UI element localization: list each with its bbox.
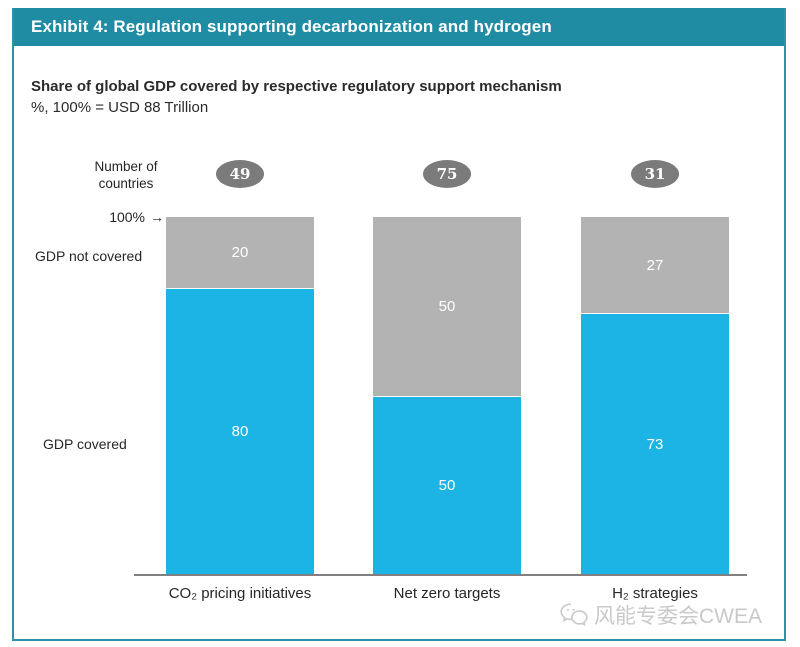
countries-header-line2: countries <box>98 176 154 191</box>
segment-value: 73 <box>646 435 664 453</box>
row-label-gdp-not-covered: GDP not covered <box>35 248 143 264</box>
segment-value: 27 <box>646 256 664 274</box>
exhibit-header-bar: Exhibit 4: Regulation supporting decarbo… <box>14 8 784 46</box>
x-axis-label: Net zero targets <box>393 585 501 602</box>
bar-segment-not-covered: 20 <box>166 217 314 289</box>
country-count-value: 49 <box>229 165 251 183</box>
chart-subtitle: %, 100% = USD 88 Trillion <box>31 99 209 116</box>
bar-column: 27 73 <box>581 217 729 574</box>
axis-100-label: 100% <box>109 209 145 225</box>
bar-segment-covered: 80 <box>166 288 314 574</box>
countries-header-label: Number of countries <box>70 158 182 192</box>
country-count-value: 31 <box>644 165 666 183</box>
exhibit-title: Exhibit 4: Regulation supporting decarbo… <box>31 17 552 36</box>
bar-segment-covered: 50 <box>373 395 521 574</box>
bar-segment-not-covered: 27 <box>581 217 729 314</box>
x-axis-baseline <box>134 574 747 576</box>
country-count-badge: 75 <box>423 160 471 188</box>
wechat-icon <box>559 602 589 628</box>
segment-value: 50 <box>438 476 456 494</box>
axis-100-marker: 100% → <box>44 209 164 225</box>
segment-value: 50 <box>438 297 456 315</box>
chart-title: Share of global GDP covered by respectiv… <box>31 78 562 95</box>
country-count-value: 75 <box>436 165 458 183</box>
bar-segment-not-covered: 50 <box>373 217 521 396</box>
bar-column: 50 50 <box>373 217 521 574</box>
exhibit-frame: Exhibit 4: Regulation supporting decarbo… <box>12 8 786 641</box>
country-count-badge: 31 <box>631 160 679 188</box>
watermark: 风能专委会CWEA <box>559 600 762 630</box>
country-count-badge: 49 <box>216 160 264 188</box>
bar-segment-covered: 73 <box>581 313 729 574</box>
segment-value: 80 <box>231 423 249 441</box>
x-axis-label: CO₂ pricing initiatives <box>168 585 312 602</box>
row-label-gdp-covered: GDP covered <box>43 436 127 452</box>
bar-column: 20 80 <box>166 217 314 574</box>
watermark-text: 风能专委会CWEA <box>594 605 762 628</box>
stacked-bar-chart: Number of countries 49 75 31 100% → GDP n… <box>14 8 784 639</box>
x-axis-label: H₂ strategies <box>612 585 698 602</box>
countries-header-line1: Number of <box>94 159 158 174</box>
segment-value: 20 <box>231 244 249 262</box>
arrow-right-icon: → <box>150 209 164 225</box>
